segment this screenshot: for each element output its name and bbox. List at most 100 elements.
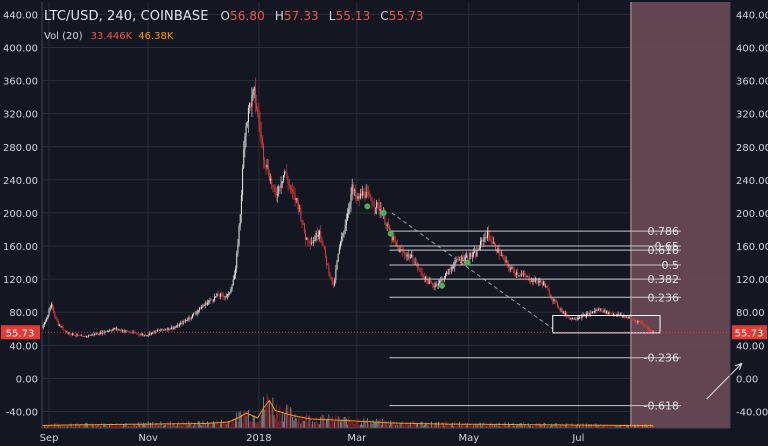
volume-bar	[512, 422, 514, 428]
volume-bar	[617, 426, 619, 428]
signal-marker	[380, 209, 387, 216]
candle-body	[541, 282, 543, 285]
volume-bar	[341, 419, 343, 428]
candle-body	[496, 250, 498, 253]
fib-level-label: 0.236	[648, 291, 680, 304]
volume-bar	[600, 423, 601, 428]
candle-body	[263, 144, 265, 161]
consolidation-box	[552, 315, 661, 334]
volume-bar	[129, 426, 130, 428]
volume-bar	[101, 422, 102, 428]
candle-body	[79, 335, 81, 336]
symbol-title[interactable]: LTC/USD, 240, COINBASE	[44, 9, 209, 24]
volume-bar	[536, 422, 537, 428]
candle-body	[299, 208, 301, 209]
candle-body	[106, 331, 108, 332]
candle-body	[105, 331, 107, 332]
candle-body	[576, 318, 578, 320]
candle-body	[238, 225, 240, 245]
open-value: 56.80	[230, 9, 265, 23]
candle-body	[336, 261, 338, 270]
candle-body	[423, 276, 425, 280]
candle-body	[503, 256, 505, 258]
signal-marker	[438, 282, 445, 289]
volume-bar	[71, 426, 73, 428]
volume-bar	[296, 421, 298, 428]
candle-body	[123, 330, 125, 332]
candle-body	[284, 171, 286, 176]
last-price-badge-right	[732, 325, 767, 340]
volume-bar	[546, 426, 548, 428]
volume-bar	[206, 425, 207, 428]
volume-bar	[545, 423, 547, 428]
fib-level-label: 0.5	[662, 259, 680, 272]
volume-label[interactable]: Vol (20)	[44, 31, 83, 42]
volume-bar	[319, 424, 320, 428]
volume-bar	[69, 424, 71, 428]
volume-bar	[298, 417, 299, 428]
volume-bar	[139, 424, 141, 428]
volume-bar	[215, 422, 217, 428]
volume-bar	[642, 424, 643, 428]
candle-body	[98, 334, 100, 335]
volume-bar	[110, 422, 112, 428]
candle-body	[607, 310, 609, 314]
candle-body	[293, 191, 295, 194]
volume-bar	[597, 425, 599, 428]
volume-bar	[64, 425, 66, 428]
volume-bar	[555, 423, 557, 428]
volume-bar	[53, 426, 55, 428]
volume-bar	[372, 420, 374, 428]
volume-bar	[418, 425, 420, 428]
volume-bar	[503, 423, 505, 428]
candle-body	[188, 317, 190, 320]
volume-bar	[241, 414, 242, 428]
candle-body	[130, 331, 132, 333]
candle-body	[555, 300, 557, 303]
candle-body	[197, 310, 199, 312]
volume-bar	[572, 423, 573, 428]
volume-bar	[626, 424, 628, 428]
low-value: 55.13	[335, 9, 371, 23]
candle-body	[158, 330, 160, 331]
volume-bar	[231, 420, 233, 428]
volume-bar	[165, 424, 167, 428]
candle-body	[647, 328, 649, 329]
candle-body	[600, 308, 602, 310]
volume-bar	[333, 420, 334, 428]
volume-bar	[564, 425, 565, 428]
candle-body	[69, 332, 71, 335]
candle-body	[587, 313, 589, 314]
candle-body	[412, 254, 414, 262]
volume-bar	[74, 426, 76, 428]
volume-bar	[534, 423, 536, 428]
candle-body	[327, 264, 329, 266]
candle-body	[574, 319, 576, 320]
volume-bar	[173, 424, 175, 428]
volume-bar	[427, 425, 429, 428]
volume-bar	[614, 425, 615, 428]
volume-bar	[285, 407, 287, 428]
y-tick-label-left: -40.00	[6, 407, 38, 418]
candle-body	[377, 201, 379, 205]
volume-bar	[575, 425, 577, 428]
candle-body	[316, 232, 318, 237]
volume-bar	[337, 416, 339, 428]
candle-body	[354, 190, 356, 191]
volume-bar	[639, 425, 641, 428]
candle-body	[491, 241, 493, 244]
candle-body	[520, 274, 522, 276]
candle-body	[359, 193, 361, 199]
volume-bar	[189, 424, 191, 428]
volume-bar	[274, 418, 276, 428]
volume-legend: Vol (20) 33.446K 46.38K	[44, 31, 173, 42]
volume-bars	[41, 393, 654, 428]
volume-bar	[390, 420, 392, 428]
candle-body	[404, 252, 406, 255]
candle-body	[91, 334, 93, 336]
volume-bar	[408, 424, 410, 428]
candle-body	[421, 272, 423, 276]
candle-body	[482, 239, 484, 242]
candle-body	[104, 331, 106, 333]
